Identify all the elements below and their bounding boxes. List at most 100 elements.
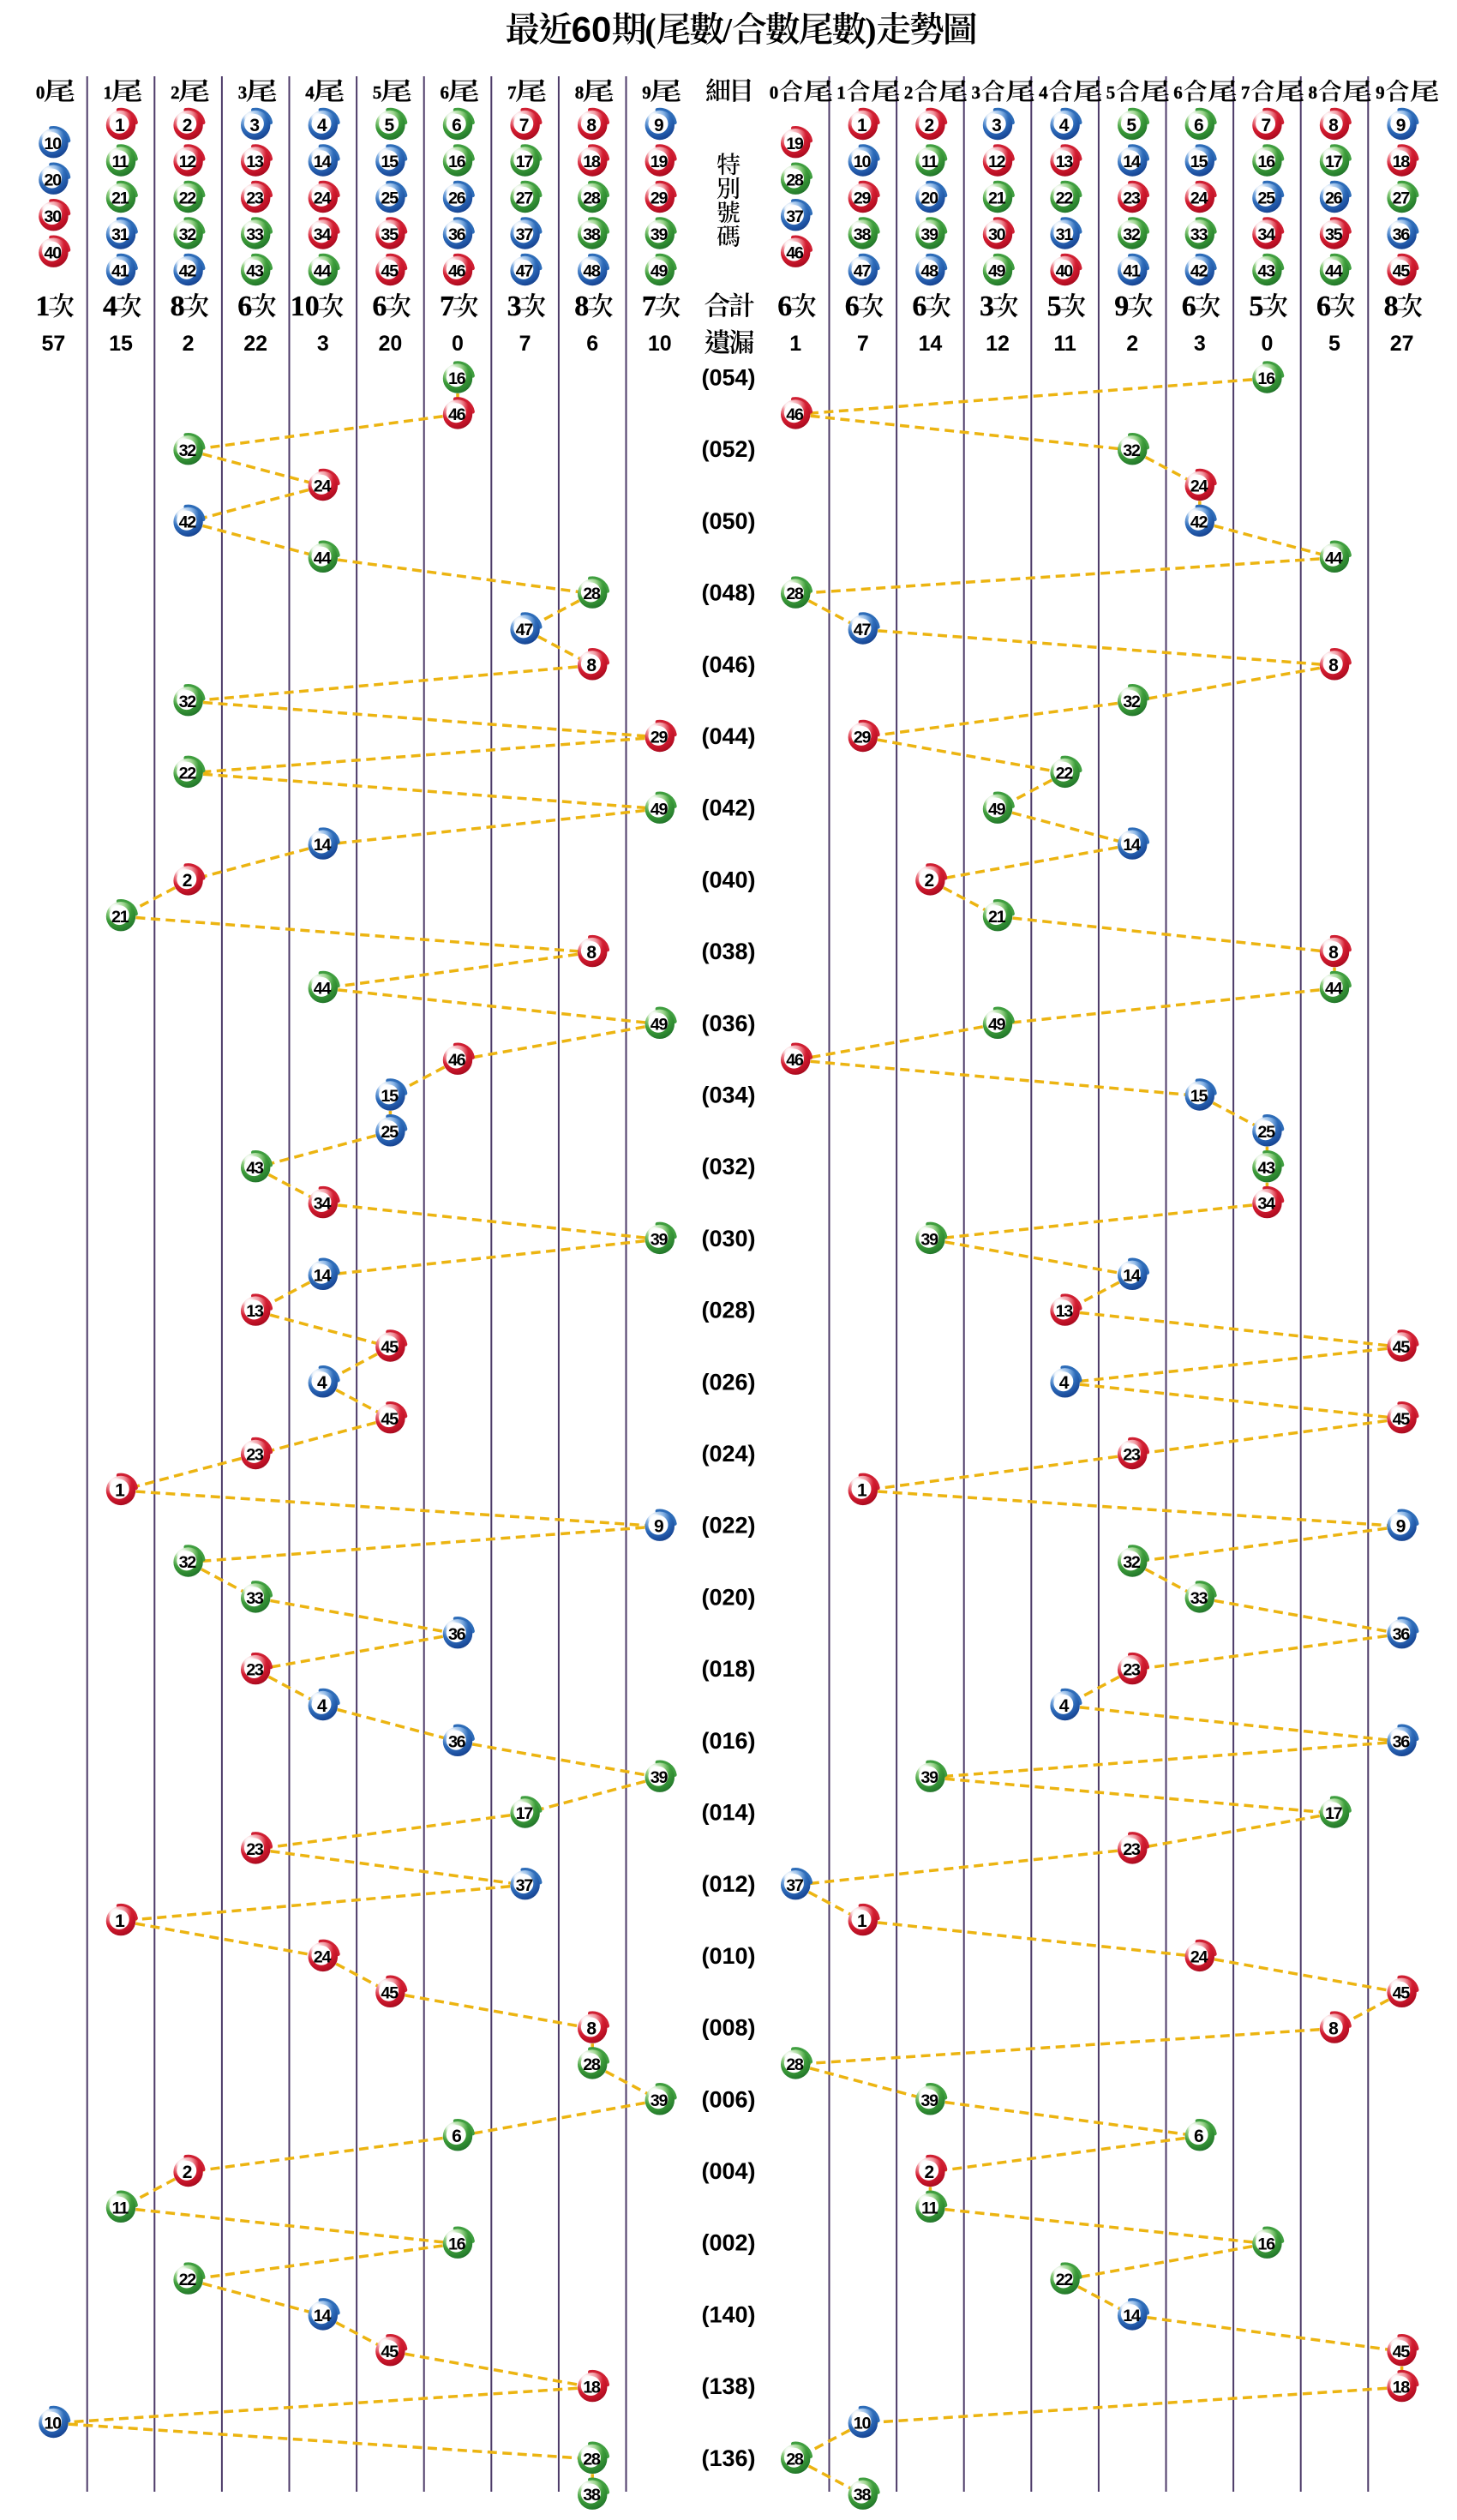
svg-text:29: 29 bbox=[854, 189, 872, 208]
svg-text:23: 23 bbox=[246, 189, 264, 208]
svg-text:22: 22 bbox=[179, 2271, 197, 2289]
svg-text:43: 43 bbox=[246, 262, 264, 281]
svg-text:4: 4 bbox=[317, 1373, 327, 1393]
svg-text:6: 6 bbox=[441, 82, 450, 103]
svg-text:6: 6 bbox=[1194, 116, 1204, 135]
svg-text:31: 31 bbox=[111, 225, 129, 244]
svg-text:6: 6 bbox=[845, 291, 860, 322]
svg-text:46: 46 bbox=[448, 262, 466, 281]
svg-text:7: 7 bbox=[507, 82, 517, 103]
svg-text:6: 6 bbox=[912, 291, 926, 322]
svg-text:10: 10 bbox=[854, 153, 872, 171]
svg-text:49: 49 bbox=[651, 1015, 669, 1034]
svg-text:17: 17 bbox=[516, 1804, 534, 1823]
svg-text:48: 48 bbox=[583, 262, 601, 281]
svg-text:39: 39 bbox=[651, 225, 669, 244]
svg-text:44: 44 bbox=[1325, 980, 1343, 999]
svg-text:27: 27 bbox=[516, 189, 534, 208]
svg-text:8: 8 bbox=[171, 291, 185, 322]
svg-text:9: 9 bbox=[654, 1517, 664, 1537]
svg-text:23: 23 bbox=[1123, 1661, 1141, 1680]
svg-text:40: 40 bbox=[44, 243, 62, 262]
svg-text:44: 44 bbox=[1325, 549, 1343, 567]
svg-text:23: 23 bbox=[246, 1446, 264, 1465]
svg-text:26: 26 bbox=[1325, 189, 1343, 208]
svg-text:2: 2 bbox=[925, 871, 935, 891]
svg-text:23: 23 bbox=[246, 1840, 264, 1859]
svg-text:29: 29 bbox=[854, 729, 872, 747]
svg-text:1: 1 bbox=[115, 1911, 125, 1931]
svg-text:16: 16 bbox=[1257, 2235, 1275, 2253]
svg-text:23: 23 bbox=[246, 1661, 264, 1680]
svg-text:1: 1 bbox=[115, 116, 125, 135]
svg-text:14: 14 bbox=[1123, 2307, 1141, 2325]
svg-text:45: 45 bbox=[381, 262, 399, 281]
svg-text:10: 10 bbox=[44, 135, 62, 153]
svg-text:24: 24 bbox=[314, 189, 332, 208]
svg-text:37: 37 bbox=[516, 1876, 534, 1895]
svg-text:14: 14 bbox=[314, 836, 332, 855]
svg-text:36: 36 bbox=[448, 225, 466, 244]
svg-text:(032): (032) bbox=[701, 1154, 755, 1179]
svg-text:45: 45 bbox=[1393, 1410, 1411, 1429]
svg-text:8: 8 bbox=[1328, 656, 1339, 675]
svg-text:12: 12 bbox=[179, 153, 197, 171]
svg-text:42: 42 bbox=[179, 513, 197, 532]
svg-text:45: 45 bbox=[1393, 2343, 1411, 2361]
svg-text:36: 36 bbox=[1393, 1625, 1411, 1644]
svg-text:3: 3 bbox=[972, 82, 981, 103]
svg-text:28: 28 bbox=[786, 2055, 804, 2074]
svg-text:32: 32 bbox=[179, 225, 197, 244]
svg-text:31: 31 bbox=[1056, 225, 1074, 244]
svg-text:35: 35 bbox=[1325, 225, 1343, 244]
svg-text:13: 13 bbox=[1056, 1302, 1074, 1321]
svg-text:24: 24 bbox=[314, 1948, 332, 1967]
svg-text:41: 41 bbox=[111, 262, 129, 281]
svg-text:13: 13 bbox=[246, 1302, 264, 1321]
svg-text:34: 34 bbox=[1257, 1195, 1275, 1214]
svg-text:18: 18 bbox=[1393, 153, 1411, 171]
svg-text:(006): (006) bbox=[701, 2086, 755, 2112]
svg-text:45: 45 bbox=[381, 2343, 399, 2361]
svg-text:49: 49 bbox=[651, 800, 669, 819]
svg-text:8: 8 bbox=[1384, 291, 1399, 322]
svg-text:33: 33 bbox=[1190, 225, 1208, 244]
svg-text:39: 39 bbox=[920, 1768, 938, 1787]
svg-text:8: 8 bbox=[586, 116, 597, 135]
svg-text:1: 1 bbox=[104, 82, 113, 103]
svg-text:6: 6 bbox=[586, 332, 598, 356]
svg-text:16: 16 bbox=[448, 2235, 466, 2253]
svg-text:(034): (034) bbox=[701, 1083, 755, 1108]
svg-text:29: 29 bbox=[651, 189, 669, 208]
svg-text:8: 8 bbox=[586, 943, 597, 963]
svg-text:4: 4 bbox=[1039, 82, 1048, 103]
svg-text:39: 39 bbox=[920, 2091, 938, 2110]
svg-text:46: 46 bbox=[786, 405, 804, 424]
svg-text:1: 1 bbox=[836, 82, 846, 103]
svg-text:3: 3 bbox=[1194, 332, 1206, 356]
svg-text:14: 14 bbox=[1123, 836, 1141, 855]
svg-text:6: 6 bbox=[777, 291, 792, 322]
svg-text:(050): (050) bbox=[701, 508, 755, 534]
svg-text:20: 20 bbox=[378, 332, 402, 356]
svg-text:45: 45 bbox=[1393, 1983, 1411, 2002]
svg-text:18: 18 bbox=[1393, 2379, 1411, 2397]
svg-text:28: 28 bbox=[786, 585, 804, 603]
svg-text:15: 15 bbox=[381, 153, 399, 171]
svg-text:34: 34 bbox=[314, 1195, 332, 1214]
svg-text:2: 2 bbox=[925, 2163, 935, 2182]
svg-text:6: 6 bbox=[452, 2127, 462, 2146]
svg-text:7: 7 bbox=[857, 332, 869, 356]
svg-text:28: 28 bbox=[583, 585, 601, 603]
svg-text:43: 43 bbox=[246, 1159, 264, 1178]
svg-text:18: 18 bbox=[583, 153, 601, 171]
svg-text:21: 21 bbox=[988, 908, 1006, 927]
svg-text:1: 1 bbox=[857, 1481, 867, 1501]
svg-text:39: 39 bbox=[651, 2091, 669, 2110]
svg-text:2: 2 bbox=[183, 2163, 193, 2182]
svg-text:21: 21 bbox=[111, 908, 129, 927]
svg-text:22: 22 bbox=[1056, 2271, 1074, 2289]
svg-text:13: 13 bbox=[246, 153, 264, 171]
svg-text:15: 15 bbox=[109, 332, 133, 356]
svg-text:32: 32 bbox=[1123, 225, 1141, 244]
